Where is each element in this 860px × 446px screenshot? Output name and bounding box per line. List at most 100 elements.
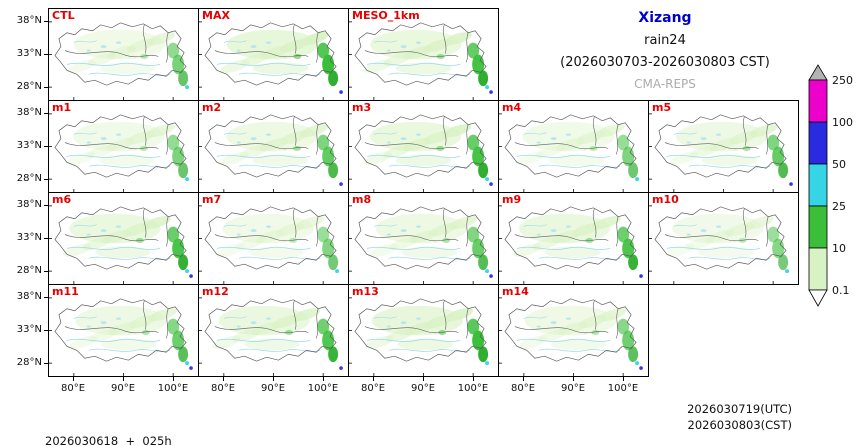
y-axis-tick — [44, 146, 48, 147]
y-axis-tick — [44, 205, 48, 206]
footer-valid-utc: 2026030719(UTC) — [687, 402, 792, 416]
panel-label: m5 — [652, 101, 672, 114]
colorbar-segment — [808, 79, 828, 123]
x-axis-label: 100°E — [607, 383, 639, 394]
y-axis-tick — [44, 271, 48, 272]
map-panel-m3: m3 — [348, 100, 499, 193]
x-axis-tick — [123, 377, 124, 381]
tibet-map — [499, 113, 640, 192]
x-axis-tick — [623, 377, 624, 381]
x-axis-tick — [173, 377, 174, 381]
footer-init-times: 2026030618 + 025h 2026030702 + 025h — [45, 401, 172, 446]
tibet-map — [349, 113, 493, 192]
panel-label: m11 — [52, 285, 79, 298]
y-axis-tick — [44, 179, 48, 180]
colorbar-segment — [808, 247, 828, 291]
colorbar-over-arrow — [808, 64, 828, 81]
map-panel-m2: m2 — [198, 100, 349, 193]
map-panel-m9: m9 — [498, 192, 649, 285]
map-panel-m11: m11 — [48, 284, 199, 377]
y-axis-tick — [44, 297, 48, 298]
x-axis-label: 80°E — [510, 383, 536, 394]
map-panel-m4: m4 — [498, 100, 649, 193]
tibet-map — [49, 297, 193, 376]
y-axis-label: 38°N — [16, 15, 42, 26]
colorbar-label: 0.1 — [832, 284, 850, 297]
x-axis-label: 80°E — [360, 383, 386, 394]
tibet-map — [349, 205, 493, 284]
colorbar-label: 100 — [832, 116, 853, 129]
x-axis-label: 80°E — [60, 383, 86, 394]
y-axis-tick — [44, 21, 48, 22]
footer-valid-cst: 2026030803(CST) — [687, 418, 793, 432]
x-axis-tick — [423, 377, 424, 381]
panel-label: MAX — [202, 9, 230, 22]
footer-init-line-1: 2026030618 + 025h — [45, 434, 172, 446]
tibet-map — [49, 21, 190, 100]
map-panel-m7: m7 — [198, 192, 349, 285]
x-axis-label: 90°E — [110, 383, 136, 394]
tibet-map — [49, 205, 193, 284]
x-axis-tick — [273, 377, 274, 381]
map-panel-m8: m8 — [348, 192, 499, 285]
colorbar-label: 25 — [832, 200, 846, 213]
y-axis-label: 38°N — [16, 199, 42, 210]
x-axis-tick — [73, 377, 74, 381]
panel-label: m3 — [352, 101, 372, 114]
x-axis-label: 90°E — [410, 383, 436, 394]
tibet-map — [199, 205, 340, 284]
panel-label: m8 — [352, 193, 372, 206]
y-axis-tick — [44, 87, 48, 88]
x-axis-tick — [523, 377, 524, 381]
map-panel-CTL: CTL — [48, 8, 199, 101]
panel-label: m1 — [52, 101, 72, 114]
tibet-map — [199, 21, 343, 100]
colorbar: 250 100 50 25 10 0.1 — [808, 64, 860, 330]
x-axis-label: 80°E — [210, 383, 236, 394]
x-axis-label: 90°E — [260, 383, 286, 394]
panel-label: m14 — [502, 285, 529, 298]
tibet-map — [199, 113, 343, 192]
x-axis-label: 100°E — [457, 383, 489, 394]
y-axis-label: 33°N — [16, 324, 42, 335]
y-axis-label: 38°N — [16, 291, 42, 302]
panel-label: m7 — [202, 193, 222, 206]
map-panel-m10: m10 — [648, 192, 799, 285]
title-block: Xizang rain24 (2026030703-2026030803 CST… — [540, 10, 790, 91]
y-axis-label: 28°N — [16, 265, 42, 276]
x-axis-label: 100°E — [157, 383, 189, 394]
y-axis-label: 33°N — [16, 232, 42, 243]
x-axis-tick — [573, 377, 574, 381]
map-panel-m5: m5 — [648, 100, 799, 193]
y-axis-tick — [44, 363, 48, 364]
x-axis-tick — [223, 377, 224, 381]
map-panel-m12: m12 — [198, 284, 349, 377]
y-axis-tick — [44, 330, 48, 331]
panel-label: m4 — [502, 101, 522, 114]
tibet-map — [49, 113, 190, 192]
panel-label: CTL — [52, 9, 75, 22]
tibet-map — [199, 297, 343, 376]
title-region: Xizang — [638, 10, 692, 26]
y-axis-label: 33°N — [16, 48, 42, 59]
map-panel-m1: m1 — [48, 100, 199, 193]
tibet-map — [649, 113, 793, 192]
y-axis-label: 38°N — [16, 107, 42, 118]
panel-label: MESO_1km — [352, 9, 420, 22]
map-panel-m13: m13 — [348, 284, 499, 377]
title-model: CMA-REPS — [634, 77, 696, 91]
y-axis-tick — [44, 54, 48, 55]
y-axis-label: 28°N — [16, 357, 42, 368]
panel-label: m12 — [202, 285, 229, 298]
y-axis-label: 28°N — [16, 81, 42, 92]
colorbar-label: 250 — [832, 74, 853, 87]
y-axis-label: 33°N — [16, 140, 42, 151]
map-panel-MAX: MAX — [198, 8, 349, 101]
colorbar-segment — [808, 205, 828, 249]
x-axis-label: 90°E — [560, 383, 586, 394]
title-variable: rain24 — [644, 33, 686, 48]
y-axis-tick — [44, 113, 48, 114]
title-period: (2026030703-2026030803 CST) — [560, 55, 770, 70]
x-axis-label: 100°E — [307, 383, 339, 394]
